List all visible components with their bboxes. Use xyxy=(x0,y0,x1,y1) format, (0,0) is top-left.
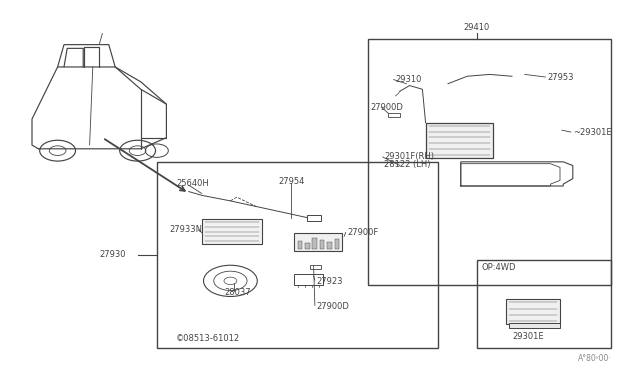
Bar xyxy=(157,162,438,348)
Text: 29310: 29310 xyxy=(396,75,422,84)
Text: 27933N: 27933N xyxy=(170,225,203,234)
Bar xyxy=(320,240,324,249)
Bar xyxy=(310,265,321,269)
Text: 27900D: 27900D xyxy=(370,103,403,112)
Text: 27954: 27954 xyxy=(278,177,305,186)
Bar xyxy=(307,215,321,221)
Bar xyxy=(335,239,339,249)
Text: 29301F(RH): 29301F(RH) xyxy=(384,153,434,161)
Text: 29301E: 29301E xyxy=(512,332,543,341)
Text: 28122 (LH): 28122 (LH) xyxy=(384,160,431,169)
Text: 25640H: 25640H xyxy=(176,179,209,188)
Bar xyxy=(509,323,560,328)
Text: 27953: 27953 xyxy=(547,73,573,81)
Text: 27923: 27923 xyxy=(317,277,343,286)
Text: 27900F: 27900F xyxy=(348,228,379,237)
Bar xyxy=(294,232,342,251)
Bar xyxy=(312,238,317,249)
Bar xyxy=(202,219,262,244)
Bar xyxy=(388,113,400,117)
Bar xyxy=(368,39,611,285)
Text: 27930: 27930 xyxy=(99,250,125,259)
Bar xyxy=(477,260,611,348)
Bar xyxy=(294,274,323,285)
Text: ~29301E: ~29301E xyxy=(573,128,611,137)
Bar xyxy=(327,242,332,249)
Text: A°80ʸ00·: A°80ʸ00· xyxy=(577,355,611,363)
Bar xyxy=(426,123,493,158)
Bar xyxy=(305,243,310,249)
Text: 27900D: 27900D xyxy=(317,302,349,311)
Text: 28037: 28037 xyxy=(224,288,251,296)
Text: ©08513-61012: ©08513-61012 xyxy=(176,334,240,343)
Bar xyxy=(298,241,302,249)
Text: 29410: 29410 xyxy=(463,23,490,32)
Text: OP:4WD: OP:4WD xyxy=(481,263,516,272)
Bar xyxy=(506,299,560,324)
